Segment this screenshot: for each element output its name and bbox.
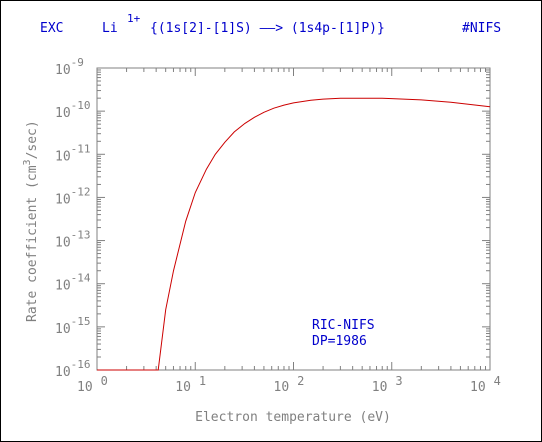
y-tick-label-exp: -10 [71,99,91,112]
x-tick-label: 10 4 [470,374,501,395]
x-tick-label-base: 10 [77,380,93,395]
y-tick-label-base: 10 [55,63,71,78]
x-tick-labels: 10 0 10 1 10 2 10 3 10 4 [77,374,501,395]
chart-header: EXC Li 1+ {(1s[2]-[1]S) ——> (1s4p-[1]P)}… [40,12,501,36]
y-axis-title-exp: 3 [22,159,33,165]
x-tick-label: 10 3 [372,374,403,395]
y-tick-label: 10-12 [55,185,91,207]
x-tick-label-base: 10 [372,380,388,395]
x-tick-label-exp: 0 [101,374,108,388]
x-tick-label-exp: 3 [395,374,402,388]
y-tick-label-base: 10 [55,192,71,207]
y-tick-label: 10-15 [55,315,91,337]
transition-label: {(1s[2]-[1]S) ——> (1s4p-[1]P)} [150,21,385,36]
y-tick-label: 10-11 [55,142,91,164]
y-tick-label-exp: -14 [71,272,91,285]
x-tick-label: 10 0 [77,374,108,395]
ion-charge: 1+ [127,12,141,25]
y-tick-label-base: 10 [55,149,71,164]
y-tick-label-exp: -11 [71,142,91,155]
y-axis-title: Rate coefficient (cm3/sec) [22,120,40,322]
x-axis-title: Electron temperature (eV) [195,410,391,425]
y-tick-label: 10-14 [55,272,91,294]
x-tick-label: 10 2 [274,374,305,395]
y-tick-label: 10-9 [55,56,84,78]
x-tick-label-exp: 2 [297,374,304,388]
y-tick-label-base: 10 [55,106,71,121]
y-tick-label-base: 10 [55,322,71,337]
y-tick-label-exp: -15 [71,315,91,328]
x-tick-label-base: 10 [274,380,290,395]
plot-area [96,67,491,371]
nifs-tag: #NIFS [462,21,501,36]
y-axis-title-main: Rate coefficient (cm [25,165,40,322]
y-tick-label-base: 10 [55,365,71,380]
y-tick-label: 10-10 [55,99,91,121]
x-tick-label: 10 1 [175,374,206,395]
y-tick-label-exp: -9 [71,56,84,69]
y-tick-label: 10-16 [55,358,91,380]
x-tick-label-base: 10 [175,380,191,395]
x-tick-label-exp: 1 [199,374,206,388]
y-tick-label-exp: -16 [71,358,91,371]
x-tick-label-exp: 4 [494,374,501,388]
x-tick-label-base: 10 [470,380,486,395]
annotation-dp: DP=1986 [312,334,367,349]
y-tick-label-exp: -13 [71,229,91,242]
axis-ticks [96,67,491,371]
y-tick-label: 10-13 [55,229,91,251]
y-axis-title-unit: /sec) [25,120,40,159]
exc-label: EXC [40,21,63,36]
ion-label: Li [102,21,118,36]
y-tick-label-base: 10 [55,279,71,294]
annotation-ric-nifs: RIC-NIFS [312,318,375,333]
y-tick-label-exp: -12 [71,185,91,198]
rate-curve [97,97,491,371]
y-tick-label-base: 10 [55,236,71,251]
